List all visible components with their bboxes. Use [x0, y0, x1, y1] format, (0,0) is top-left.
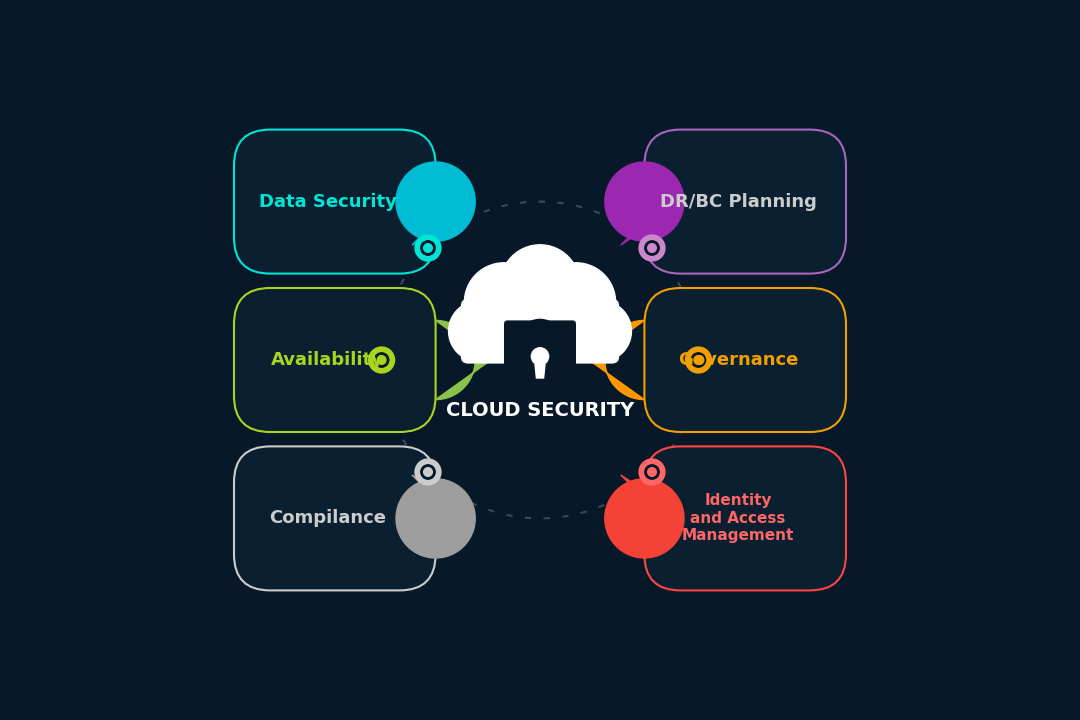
- FancyBboxPatch shape: [234, 288, 435, 432]
- Circle shape: [377, 356, 386, 364]
- Polygon shape: [411, 222, 447, 246]
- Polygon shape: [621, 475, 657, 498]
- FancyBboxPatch shape: [461, 299, 619, 364]
- Circle shape: [645, 465, 659, 480]
- Circle shape: [375, 353, 389, 367]
- Text: Compilance: Compilance: [269, 510, 387, 527]
- Text: Identity
and Access
Management: Identity and Access Management: [681, 493, 794, 544]
- Circle shape: [645, 240, 659, 255]
- Text: DR/BC Planning: DR/BC Planning: [660, 193, 816, 211]
- Circle shape: [537, 263, 616, 342]
- Circle shape: [500, 245, 580, 324]
- Text: Availability: Availability: [271, 351, 384, 369]
- Circle shape: [396, 162, 475, 241]
- Circle shape: [694, 356, 703, 364]
- Circle shape: [396, 479, 475, 558]
- Polygon shape: [589, 320, 645, 400]
- Text: CLOUD SECURITY: CLOUD SECURITY: [446, 401, 634, 420]
- FancyBboxPatch shape: [645, 130, 846, 274]
- Circle shape: [571, 301, 632, 361]
- Circle shape: [421, 240, 435, 255]
- Circle shape: [423, 468, 432, 477]
- FancyBboxPatch shape: [504, 320, 576, 382]
- Circle shape: [531, 348, 549, 365]
- Circle shape: [639, 235, 665, 261]
- Circle shape: [648, 468, 657, 477]
- Circle shape: [421, 465, 435, 480]
- Circle shape: [605, 479, 684, 558]
- Circle shape: [448, 301, 509, 361]
- FancyBboxPatch shape: [645, 446, 846, 590]
- Circle shape: [415, 235, 441, 261]
- Circle shape: [648, 243, 657, 252]
- Circle shape: [686, 347, 712, 373]
- Circle shape: [691, 353, 705, 367]
- Polygon shape: [435, 320, 491, 400]
- Polygon shape: [535, 356, 545, 378]
- Polygon shape: [621, 222, 657, 246]
- Text: Data Security: Data Security: [259, 193, 396, 211]
- Circle shape: [368, 347, 394, 373]
- Circle shape: [605, 162, 684, 241]
- Circle shape: [639, 459, 665, 485]
- Circle shape: [415, 459, 441, 485]
- Circle shape: [464, 263, 543, 342]
- Text: Governance: Governance: [678, 351, 798, 369]
- FancyBboxPatch shape: [234, 446, 435, 590]
- Polygon shape: [411, 475, 447, 498]
- FancyBboxPatch shape: [645, 288, 846, 432]
- FancyBboxPatch shape: [234, 130, 435, 274]
- Circle shape: [423, 243, 432, 252]
